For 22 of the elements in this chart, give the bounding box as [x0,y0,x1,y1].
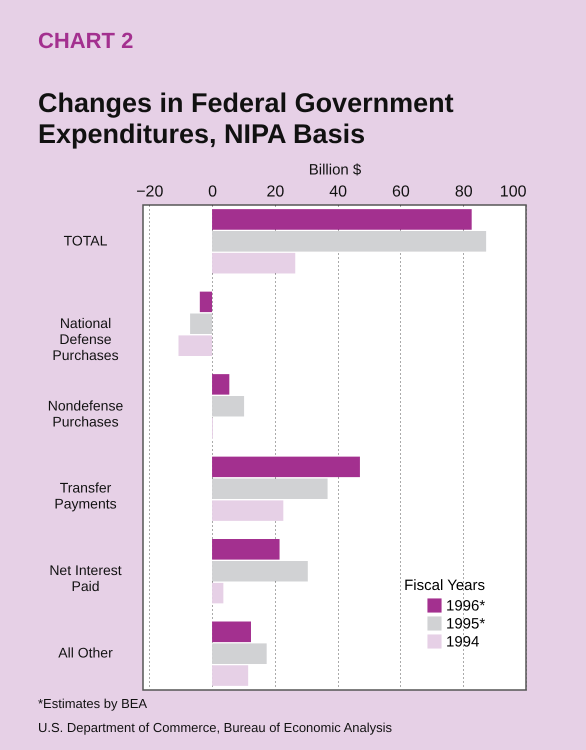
chart-title: Changes in Federal Government Expenditures, NIPA Basis [38,88,454,149]
x-axis-title: Billion $ [308,162,362,178]
x-tick-label: 60 [392,184,410,200]
y-tick-label: Nondefense Purchases [48,397,124,430]
legend-label: 1996* [446,598,486,614]
x-tick-label: 0 [208,184,218,200]
caption: CHART 2 [38,28,134,53]
text: U.S. Department of Commerce, Bureau of Economic Analysis [38,720,393,735]
legend-title: Fiscal Years [404,577,485,594]
y-tick-label: TOTAL [64,232,108,248]
y-tick-label: Net Interest Paid [49,562,122,594]
x-tick-label: 80 [454,184,473,200]
y-tick-label: National Defense Purchases [52,314,119,363]
y-tick-label: All Other [58,644,114,661]
x-tick-label: 100 [500,184,527,200]
legend-label: 1994 [446,634,480,650]
x-tick-label: 40 [329,184,348,200]
y-tick-label: Transfer Payments [54,480,117,512]
x-tick-label: 20 [266,184,284,200]
x-tick-label: −20 [136,184,164,200]
text: *Estimates by BEA [38,696,148,711]
legend-label: 1995* [446,616,486,632]
